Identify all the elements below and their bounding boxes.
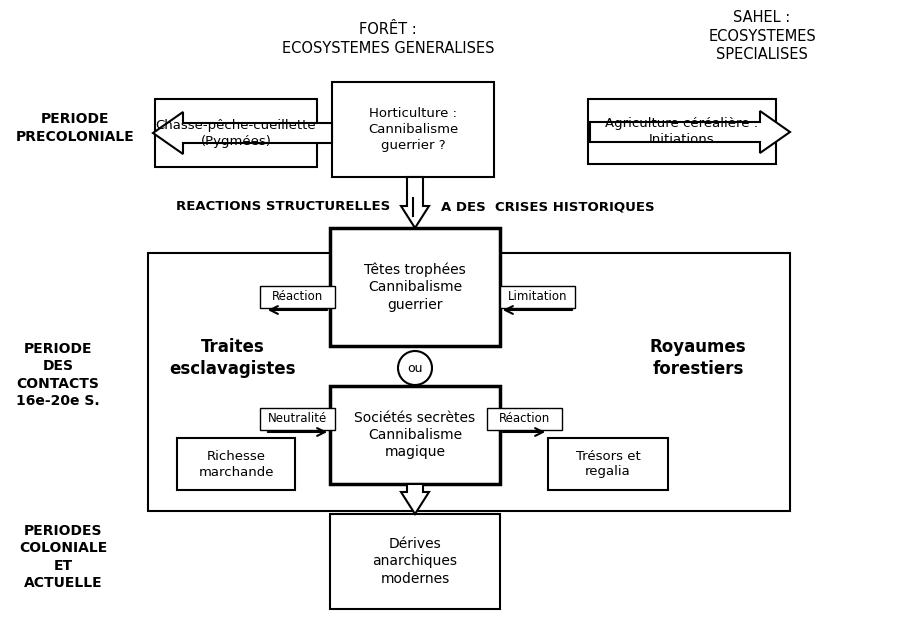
Polygon shape <box>153 112 332 154</box>
Text: Neutralité: Neutralité <box>268 413 327 425</box>
Text: PERIODE
PRECOLONIALE: PERIODE PRECOLONIALE <box>16 112 135 144</box>
Text: A DES  CRISES HISTORIQUES: A DES CRISES HISTORIQUES <box>441 201 654 213</box>
Text: Réaction: Réaction <box>272 290 323 304</box>
Text: Agriculture céréalière :
Initiations: Agriculture céréalière : Initiations <box>605 117 759 146</box>
Polygon shape <box>401 484 429 514</box>
Bar <box>332 82 494 177</box>
Bar <box>588 99 776 164</box>
Circle shape <box>398 351 432 385</box>
Text: REACTIONS STRUCTURELLES: REACTIONS STRUCTURELLES <box>176 201 390 213</box>
Polygon shape <box>401 177 429 228</box>
Bar <box>500 286 575 308</box>
Bar <box>330 228 500 346</box>
Text: Têtes trophées
Cannibalisme
guerrier: Têtes trophées Cannibalisme guerrier <box>365 262 466 312</box>
Bar <box>548 438 668 490</box>
Bar <box>260 408 335 430</box>
Text: Réaction: Réaction <box>498 413 549 425</box>
Bar <box>148 253 790 511</box>
Bar <box>486 408 561 430</box>
Text: Chasse-pêche-cueillette
(Pygmées): Chasse-pêche-cueillette (Pygmées) <box>156 119 317 147</box>
Text: PERIODE
DES
CONTACTS
16e-20e S.: PERIODE DES CONTACTS 16e-20e S. <box>17 342 100 408</box>
Text: FORÊT :
ECOSYSTEMES GENERALISES: FORÊT : ECOSYSTEMES GENERALISES <box>282 22 494 56</box>
Text: Richesse
marchande: Richesse marchande <box>198 450 274 479</box>
Polygon shape <box>590 111 790 153</box>
Text: PERIODES
COLONIALE
ET
ACTUELLE: PERIODES COLONIALE ET ACTUELLE <box>18 524 107 590</box>
Text: Royaumes
forestiers: Royaumes forestiers <box>650 338 747 378</box>
Bar <box>260 286 335 308</box>
Text: Limitation: Limitation <box>508 290 568 304</box>
Bar <box>155 99 317 167</box>
Text: Dérives
anarchiques
modernes: Dérives anarchiques modernes <box>373 537 458 586</box>
Text: Horticulture :
Cannibalisme
guerrier ?: Horticulture : Cannibalisme guerrier ? <box>368 107 458 152</box>
Text: ou: ou <box>407 361 423 375</box>
Bar <box>177 438 295 490</box>
Text: Traites
esclavagistes: Traites esclavagistes <box>170 338 296 378</box>
Text: Sociétés secrètes
Cannibalisme
magique: Sociétés secrètes Cannibalisme magique <box>354 411 475 459</box>
Bar <box>330 386 500 484</box>
Text: SAHEL :
ECOSYSTEMES
SPECIALISES: SAHEL : ECOSYSTEMES SPECIALISES <box>708 10 816 62</box>
Bar <box>330 514 500 609</box>
Text: Trésors et
regalia: Trésors et regalia <box>576 450 641 479</box>
